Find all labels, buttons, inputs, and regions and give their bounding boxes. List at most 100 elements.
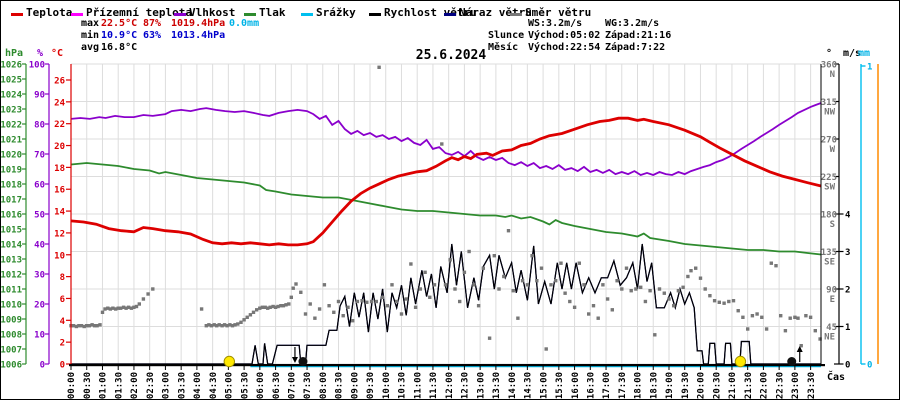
svg-text:°: ° — [826, 48, 832, 59]
max-precipitation: 0.0mm — [229, 18, 260, 29]
svg-text:1015: 1015 — [1, 226, 22, 236]
svg-text:1007: 1007 — [1, 346, 22, 356]
svg-text:70: 70 — [34, 151, 45, 161]
teplota-swatch — [11, 13, 23, 16]
svg-text:21:00: 21:00 — [728, 372, 738, 399]
stats-avg-row: avg 16.8°C — [81, 42, 143, 53]
svg-text:hPa: hPa — [5, 48, 23, 59]
moonset-time: Západ:7:22 — [605, 42, 666, 53]
svg-text:11:30: 11:30 — [429, 372, 439, 399]
svg-text:01:00: 01:00 — [99, 372, 109, 399]
svg-text:1010: 1010 — [1, 301, 22, 311]
svg-text:90: 90 — [826, 286, 837, 296]
srazky-swatch — [301, 13, 313, 16]
svg-text:80: 80 — [34, 121, 45, 131]
svg-text:18: 18 — [54, 164, 65, 174]
svg-text:15:00: 15:00 — [539, 372, 549, 399]
svg-text:03:00: 03:00 — [162, 372, 172, 399]
svg-text:SE: SE — [824, 258, 835, 268]
svg-text:20: 20 — [34, 301, 45, 311]
svg-text:11:00: 11:00 — [413, 372, 423, 399]
svg-text:21:30: 21:30 — [744, 372, 754, 399]
wind-speed-stat: WS:3.2m/s — [528, 18, 583, 29]
x-axis-label: Čas — [827, 372, 846, 383]
svg-text:m/s: m/s — [843, 48, 861, 59]
svg-text:100: 100 — [29, 61, 45, 71]
svg-text:360: 360 — [821, 61, 837, 71]
svg-text:26: 26 — [54, 77, 65, 87]
svg-text:08:30: 08:30 — [335, 372, 345, 399]
svg-text:1006: 1006 — [1, 361, 22, 371]
svg-text:17:00: 17:00 — [602, 372, 612, 399]
svg-text:3: 3 — [845, 248, 850, 258]
svg-text:1009: 1009 — [1, 316, 22, 326]
svg-text:1019: 1019 — [1, 166, 22, 176]
stats-min-row: min 10.9°C 63% 1013.4hPa — [81, 30, 229, 41]
moon-marker — [787, 357, 797, 366]
svg-text:1021: 1021 — [1, 136, 22, 146]
svg-text:19:00: 19:00 — [665, 372, 675, 399]
svg-text:14:00: 14:00 — [508, 372, 518, 399]
sunrise-time: Východ:05:02 — [528, 30, 601, 41]
svg-text:NE: NE — [824, 333, 835, 343]
legend-label: Tlak — [259, 6, 286, 19]
Náraz větru-line — [71, 243, 821, 365]
Tlak-line — [70, 162, 822, 256]
min-humidity: 63% — [143, 30, 162, 41]
svg-text:1022: 1022 — [1, 121, 22, 131]
svg-text:W: W — [830, 145, 836, 155]
svg-text:0: 0 — [867, 361, 872, 371]
legend-label: Vlhkost — [189, 6, 236, 19]
svg-text:1025: 1025 — [1, 76, 22, 86]
svg-text:4: 4 — [845, 211, 851, 221]
wind-gust-stat: WG:3.2m/s — [605, 18, 660, 29]
svg-text:18:30: 18:30 — [649, 372, 659, 399]
svg-text:6: 6 — [60, 295, 65, 305]
chart-title: 25.6.2024 — [415, 48, 487, 63]
svg-text:0: 0 — [60, 361, 65, 371]
rychlost-vetru-swatch — [369, 13, 381, 16]
moonrise-time: Východ:22:54 — [528, 42, 601, 53]
svg-text:23:00: 23:00 — [791, 372, 801, 399]
svg-text:02:30: 02:30 — [146, 372, 156, 399]
svg-text:60: 60 — [34, 181, 45, 191]
Teplota-line — [70, 116, 822, 247]
svg-text:%: % — [37, 48, 43, 59]
svg-text:45: 45 — [826, 323, 837, 333]
svg-text:06:30: 06:30 — [272, 372, 282, 399]
svg-text:13:00: 13:00 — [476, 372, 486, 399]
svg-text:135: 135 — [821, 248, 837, 258]
svg-text:4: 4 — [60, 317, 66, 327]
svg-text:02:00: 02:00 — [130, 372, 140, 399]
max-label: max — [81, 18, 100, 29]
svg-text:1023: 1023 — [1, 106, 22, 116]
svg-text:09:30: 09:30 — [366, 372, 376, 399]
svg-text:2: 2 — [60, 339, 65, 349]
svg-text:50: 50 — [34, 211, 45, 221]
svg-text:90: 90 — [34, 91, 45, 101]
svg-text:12: 12 — [54, 229, 65, 239]
moon-marker — [298, 357, 308, 366]
svg-text:mm: mm — [858, 48, 870, 59]
sunset-time: Západ:21:16 — [605, 30, 672, 41]
legend-label: Přízemní teplota — [86, 6, 192, 19]
legend-label: Teplota — [26, 6, 73, 19]
svg-text:07:30: 07:30 — [303, 372, 313, 399]
avg-label: avg — [81, 42, 100, 53]
svg-text:1013: 1013 — [1, 256, 22, 266]
svg-text:SW: SW — [824, 183, 835, 193]
svg-text:10:30: 10:30 — [398, 372, 408, 399]
vlhkost-swatch — [174, 13, 186, 16]
wind-stats-row: WS:3.2m/s WG:3.2m/s — [488, 18, 659, 29]
svg-text:23:30: 23:30 — [807, 372, 817, 399]
sun-times-row: Slunce Východ:05:02 Západ:21:16 — [488, 30, 671, 41]
svg-text:18:00: 18:00 — [634, 372, 644, 399]
svg-text:40: 40 — [34, 241, 45, 251]
svg-text:01:30: 01:30 — [114, 372, 124, 399]
svg-text:22:30: 22:30 — [775, 372, 785, 399]
legend-label: Srážky — [316, 6, 356, 19]
svg-text:1026: 1026 — [1, 61, 22, 71]
svg-text:08:00: 08:00 — [319, 372, 329, 399]
svg-text:0: 0 — [40, 361, 45, 371]
